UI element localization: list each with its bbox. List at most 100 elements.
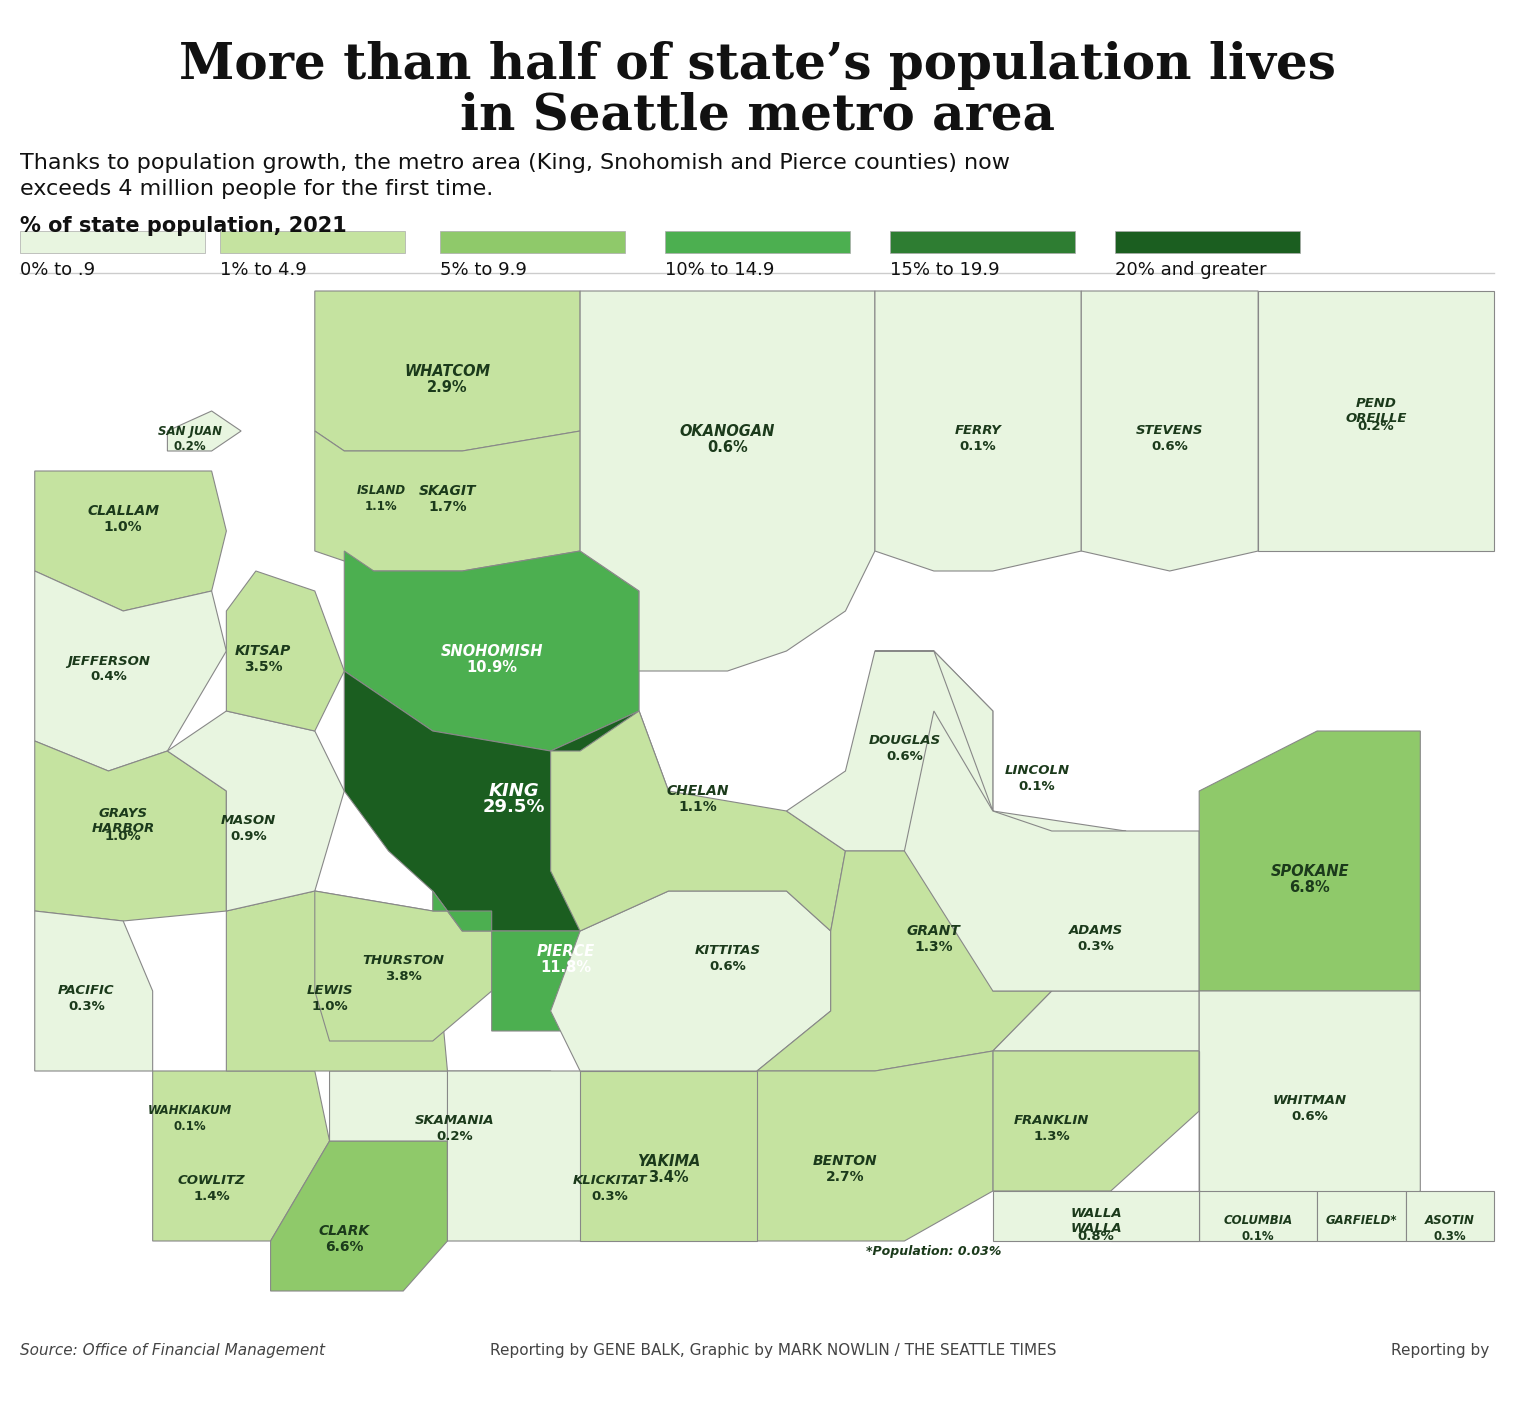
Text: 1.0%: 1.0%	[312, 1000, 348, 1013]
Text: 3.4%: 3.4%	[648, 1170, 689, 1184]
Polygon shape	[1199, 991, 1420, 1242]
Text: Reporting by: Reporting by	[1391, 1343, 1494, 1359]
Polygon shape	[551, 890, 831, 1071]
Text: DOUGLAS: DOUGLAS	[869, 735, 940, 748]
Text: 0.9%: 0.9%	[230, 831, 266, 844]
Text: 0.6%: 0.6%	[1291, 1110, 1328, 1123]
Polygon shape	[448, 1071, 757, 1242]
FancyBboxPatch shape	[1114, 231, 1301, 253]
Polygon shape	[35, 571, 227, 770]
Text: BENTON: BENTON	[813, 1154, 878, 1168]
Text: % of state population, 2021: % of state population, 2021	[20, 216, 347, 236]
Polygon shape	[315, 430, 580, 571]
Text: 0.2%: 0.2%	[436, 1130, 474, 1143]
Text: SNOHOMISH: SNOHOMISH	[441, 643, 544, 659]
Text: in Seattle metro area: in Seattle metro area	[460, 90, 1054, 140]
Text: 0.2%: 0.2%	[1358, 420, 1394, 433]
Text: PIERCE: PIERCE	[536, 944, 595, 958]
Polygon shape	[1111, 1051, 1199, 1242]
Text: 6.8%: 6.8%	[1290, 879, 1331, 895]
Polygon shape	[271, 1141, 448, 1291]
Polygon shape	[904, 711, 1199, 991]
Text: *Population: 0.03%: *Population: 0.03%	[866, 1245, 1002, 1257]
Polygon shape	[757, 1051, 993, 1242]
Polygon shape	[580, 291, 875, 672]
Text: Source: Office of Financial Management: Source: Office of Financial Management	[20, 1343, 326, 1359]
Polygon shape	[786, 650, 993, 851]
Text: More than half of state’s population lives: More than half of state’s population liv…	[179, 41, 1335, 90]
Text: OKANOGAN: OKANOGAN	[680, 423, 775, 439]
Text: 0.6%: 0.6%	[709, 961, 746, 974]
Text: 0.3%: 0.3%	[1434, 1230, 1466, 1243]
Polygon shape	[344, 672, 669, 931]
Text: ADAMS: ADAMS	[1069, 924, 1123, 937]
Text: 0.3%: 0.3%	[68, 1000, 104, 1013]
Text: 0.6%: 0.6%	[886, 751, 922, 763]
Text: PEND
OREILLE: PEND OREILLE	[1346, 396, 1407, 425]
Text: 1.1%: 1.1%	[678, 800, 718, 814]
Polygon shape	[1199, 731, 1420, 991]
Text: SPOKANE: SPOKANE	[1270, 864, 1349, 879]
Text: ASOTIN: ASOTIN	[1425, 1215, 1475, 1228]
Text: WALLA
WALLA: WALLA WALLA	[1070, 1206, 1122, 1235]
Text: COWLITZ: COWLITZ	[177, 1174, 245, 1188]
Text: SKAGIT: SKAGIT	[419, 484, 477, 498]
Text: 5% to 9.9: 5% to 9.9	[441, 261, 527, 279]
Text: SAN JUAN: SAN JUAN	[157, 425, 221, 437]
Text: 1.4%: 1.4%	[194, 1191, 230, 1204]
Text: KITSAP: KITSAP	[235, 643, 291, 658]
Text: GRAYS
HARBOR: GRAYS HARBOR	[91, 807, 154, 835]
Text: 0.2%: 0.2%	[173, 440, 206, 453]
Text: 0.8%: 0.8%	[1078, 1230, 1114, 1243]
Text: WAHKIAKUM: WAHKIAKUM	[147, 1105, 232, 1118]
Polygon shape	[1405, 1191, 1494, 1242]
Text: 2.7%: 2.7%	[827, 1170, 864, 1184]
Text: 1.0%: 1.0%	[104, 521, 142, 533]
FancyBboxPatch shape	[220, 231, 406, 253]
Text: LEWIS: LEWIS	[306, 985, 353, 998]
Polygon shape	[993, 1051, 1199, 1191]
Text: 11.8%: 11.8%	[540, 959, 590, 975]
Text: Reporting by GENE BALK, Graphic by MARK NOWLIN / THE SEATTLE TIMES: Reporting by GENE BALK, Graphic by MARK …	[491, 1343, 1057, 1359]
Polygon shape	[993, 831, 1199, 1051]
Polygon shape	[433, 890, 669, 1031]
Polygon shape	[168, 711, 344, 912]
Text: 3.5%: 3.5%	[244, 660, 283, 674]
Polygon shape	[35, 741, 227, 921]
Text: 0.1%: 0.1%	[1241, 1230, 1275, 1243]
Text: GARFIELD*: GARFIELD*	[1326, 1215, 1397, 1228]
Text: 0.1%: 0.1%	[173, 1120, 206, 1133]
Text: 1% to 4.9: 1% to 4.9	[220, 261, 307, 279]
Text: PACIFIC: PACIFIC	[58, 985, 115, 998]
Text: LINCOLN: LINCOLN	[1004, 765, 1069, 777]
Text: FRANKLIN: FRANKLIN	[1014, 1115, 1090, 1127]
Text: WHATCOM: WHATCOM	[404, 364, 491, 378]
Text: 0.4%: 0.4%	[89, 670, 127, 683]
Text: 10.9%: 10.9%	[466, 659, 518, 674]
Text: CHELAN: CHELAN	[666, 785, 730, 799]
Text: 20% and greater: 20% and greater	[1114, 261, 1267, 279]
Text: 29.5%: 29.5%	[483, 799, 545, 816]
Polygon shape	[344, 452, 403, 511]
Polygon shape	[580, 1071, 757, 1242]
Text: 0% to .9: 0% to .9	[20, 261, 95, 279]
Polygon shape	[993, 1191, 1199, 1242]
Text: 10% to 14.9: 10% to 14.9	[665, 261, 774, 279]
Text: YAKIMA: YAKIMA	[637, 1154, 701, 1168]
Text: 0.6%: 0.6%	[707, 439, 748, 454]
Polygon shape	[875, 291, 1081, 571]
Text: CLALLAM: CLALLAM	[88, 504, 159, 518]
Text: Thanks to population growth, the metro area (King, Snohomish and Pierce counties: Thanks to population growth, the metro a…	[20, 152, 1010, 174]
Polygon shape	[344, 552, 639, 751]
Text: GRANT: GRANT	[907, 924, 961, 938]
Text: 1.7%: 1.7%	[428, 499, 466, 514]
Text: 2.9%: 2.9%	[427, 380, 468, 395]
Text: KING: KING	[489, 782, 539, 800]
Text: JEFFERSON: JEFFERSON	[67, 655, 150, 667]
Text: MASON: MASON	[221, 814, 276, 827]
Polygon shape	[1081, 291, 1258, 571]
Text: exceeds 4 million people for the first time.: exceeds 4 million people for the first t…	[20, 179, 494, 199]
Text: 0.1%: 0.1%	[960, 440, 996, 453]
Polygon shape	[315, 890, 492, 1041]
Text: COLUMBIA: COLUMBIA	[1223, 1215, 1293, 1228]
